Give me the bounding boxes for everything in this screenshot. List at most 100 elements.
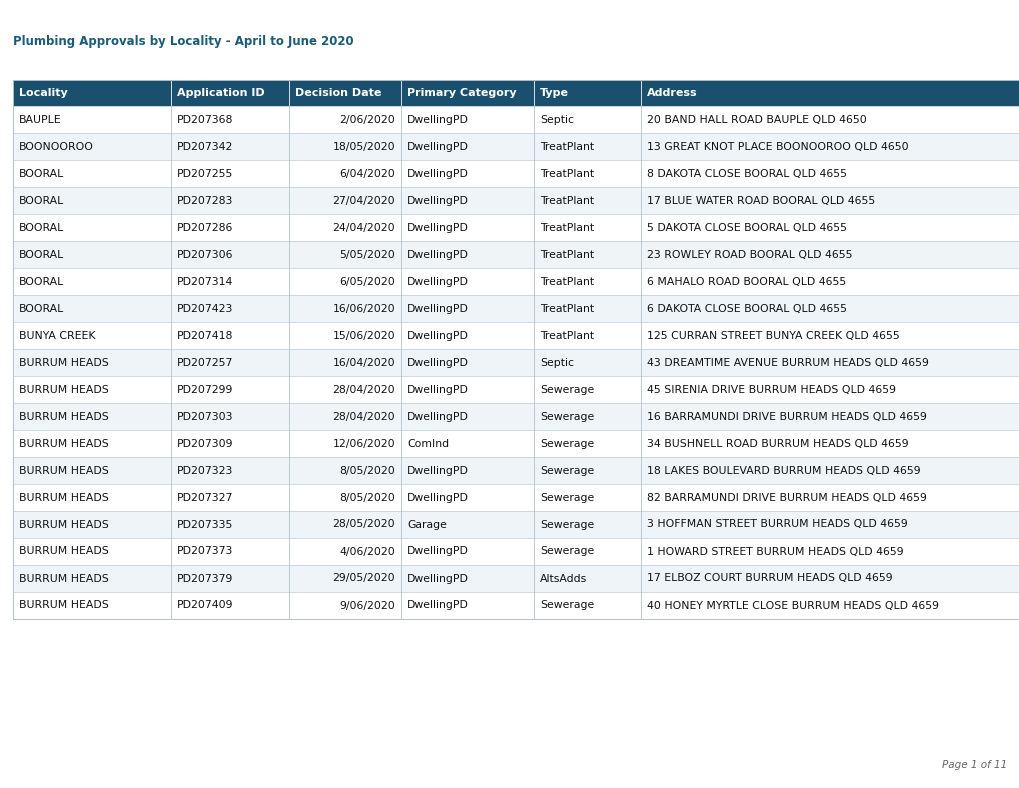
Text: DwellingPD: DwellingPD bbox=[407, 303, 469, 314]
Text: 6 DAKOTA CLOSE BOORAL QLD 4655: 6 DAKOTA CLOSE BOORAL QLD 4655 bbox=[646, 303, 846, 314]
Bar bbox=[13, 430, 1019, 457]
Text: 16 BARRAMUNDI DRIVE BURRUM HEADS QLD 4659: 16 BARRAMUNDI DRIVE BURRUM HEADS QLD 465… bbox=[646, 411, 926, 422]
Text: PD207306: PD207306 bbox=[177, 250, 233, 259]
Text: BURRUM HEADS: BURRUM HEADS bbox=[19, 358, 109, 367]
Text: BURRUM HEADS: BURRUM HEADS bbox=[19, 519, 109, 530]
Text: BURRUM HEADS: BURRUM HEADS bbox=[19, 492, 109, 503]
Text: 16/04/2020: 16/04/2020 bbox=[332, 358, 394, 367]
Text: TreatPlant: TreatPlant bbox=[539, 250, 593, 259]
Bar bbox=[13, 322, 1019, 349]
Bar bbox=[13, 403, 1019, 430]
Text: PD207342: PD207342 bbox=[177, 142, 233, 151]
Text: 15/06/2020: 15/06/2020 bbox=[332, 330, 394, 340]
Text: DwellingPD: DwellingPD bbox=[407, 142, 469, 151]
Text: 125 CURRAN STREET BUNYA CREEK QLD 4655: 125 CURRAN STREET BUNYA CREEK QLD 4655 bbox=[646, 330, 899, 340]
Text: Sewerage: Sewerage bbox=[539, 600, 594, 611]
Text: BURRUM HEADS: BURRUM HEADS bbox=[19, 600, 109, 611]
Bar bbox=[13, 187, 1019, 214]
Text: Septic: Septic bbox=[539, 114, 574, 125]
Text: DwellingPD: DwellingPD bbox=[407, 547, 469, 556]
Text: 24/04/2020: 24/04/2020 bbox=[332, 222, 394, 232]
Text: DwellingPD: DwellingPD bbox=[407, 492, 469, 503]
Bar bbox=[13, 349, 1019, 376]
Bar bbox=[13, 376, 1019, 403]
Bar bbox=[13, 484, 1019, 511]
Text: 4/06/2020: 4/06/2020 bbox=[339, 547, 394, 556]
Text: 40 HONEY MYRTLE CLOSE BURRUM HEADS QLD 4659: 40 HONEY MYRTLE CLOSE BURRUM HEADS QLD 4… bbox=[646, 600, 938, 611]
Bar bbox=[13, 268, 1019, 295]
Text: 16/06/2020: 16/06/2020 bbox=[332, 303, 394, 314]
Text: 28/05/2020: 28/05/2020 bbox=[332, 519, 394, 530]
Text: Decision Date: Decision Date bbox=[294, 88, 381, 98]
Text: BOONOOROO: BOONOOROO bbox=[19, 142, 94, 151]
Text: 43 DREAMTIME AVENUE BURRUM HEADS QLD 4659: 43 DREAMTIME AVENUE BURRUM HEADS QLD 465… bbox=[646, 358, 928, 367]
Text: BOORAL: BOORAL bbox=[19, 277, 64, 287]
Text: Page 1 of 11: Page 1 of 11 bbox=[941, 760, 1006, 770]
Text: 5/05/2020: 5/05/2020 bbox=[339, 250, 394, 259]
Text: DwellingPD: DwellingPD bbox=[407, 600, 469, 611]
Text: PD207286: PD207286 bbox=[177, 222, 233, 232]
Text: PD207368: PD207368 bbox=[177, 114, 233, 125]
Text: 28/04/2020: 28/04/2020 bbox=[332, 385, 394, 395]
Text: PD207373: PD207373 bbox=[177, 547, 233, 556]
Text: TreatPlant: TreatPlant bbox=[539, 222, 593, 232]
Text: BOORAL: BOORAL bbox=[19, 250, 64, 259]
Text: Sewerage: Sewerage bbox=[539, 466, 594, 475]
Text: Primary Category: Primary Category bbox=[407, 88, 516, 98]
Text: PD207323: PD207323 bbox=[177, 466, 233, 475]
Text: 8/05/2020: 8/05/2020 bbox=[339, 466, 394, 475]
Bar bbox=[13, 214, 1019, 241]
Text: Plumbing Approvals by Locality - April to June 2020: Plumbing Approvals by Locality - April t… bbox=[13, 35, 354, 48]
Text: 3 HOFFMAN STREET BURRUM HEADS QLD 4659: 3 HOFFMAN STREET BURRUM HEADS QLD 4659 bbox=[646, 519, 907, 530]
Text: 20 BAND HALL ROAD BAUPLE QLD 4650: 20 BAND HALL ROAD BAUPLE QLD 4650 bbox=[646, 114, 866, 125]
Text: 29/05/2020: 29/05/2020 bbox=[332, 574, 394, 583]
Text: 18 LAKES BOULEVARD BURRUM HEADS QLD 4659: 18 LAKES BOULEVARD BURRUM HEADS QLD 4659 bbox=[646, 466, 920, 475]
Text: Type: Type bbox=[539, 88, 569, 98]
Bar bbox=[13, 80, 1019, 106]
Bar bbox=[13, 295, 1019, 322]
Text: 6/05/2020: 6/05/2020 bbox=[339, 277, 394, 287]
Text: BAUPLE: BAUPLE bbox=[19, 114, 61, 125]
Text: PD207423: PD207423 bbox=[177, 303, 233, 314]
Text: Locality: Locality bbox=[19, 88, 67, 98]
Bar bbox=[13, 538, 1019, 565]
Text: 18/05/2020: 18/05/2020 bbox=[332, 142, 394, 151]
Text: 9/06/2020: 9/06/2020 bbox=[339, 600, 394, 611]
Text: TreatPlant: TreatPlant bbox=[539, 195, 593, 206]
Text: 28/04/2020: 28/04/2020 bbox=[332, 411, 394, 422]
Bar bbox=[13, 511, 1019, 538]
Text: 8/05/2020: 8/05/2020 bbox=[339, 492, 394, 503]
Text: DwellingPD: DwellingPD bbox=[407, 330, 469, 340]
Text: Garage: Garage bbox=[407, 519, 446, 530]
Text: 27/04/2020: 27/04/2020 bbox=[332, 195, 394, 206]
Text: DwellingPD: DwellingPD bbox=[407, 250, 469, 259]
Text: Sewerage: Sewerage bbox=[539, 492, 594, 503]
Text: PD207309: PD207309 bbox=[177, 438, 233, 448]
Text: DwellingPD: DwellingPD bbox=[407, 169, 469, 179]
Text: PD207314: PD207314 bbox=[177, 277, 233, 287]
Text: 13 GREAT KNOT PLACE BOONOOROO QLD 4650: 13 GREAT KNOT PLACE BOONOOROO QLD 4650 bbox=[646, 142, 908, 151]
Text: DwellingPD: DwellingPD bbox=[407, 222, 469, 232]
Text: Sewerage: Sewerage bbox=[539, 547, 594, 556]
Text: 6/04/2020: 6/04/2020 bbox=[339, 169, 394, 179]
Text: PD207327: PD207327 bbox=[177, 492, 233, 503]
Text: DwellingPD: DwellingPD bbox=[407, 114, 469, 125]
Text: 1 HOWARD STREET BURRUM HEADS QLD 4659: 1 HOWARD STREET BURRUM HEADS QLD 4659 bbox=[646, 547, 903, 556]
Text: TreatPlant: TreatPlant bbox=[539, 142, 593, 151]
Text: BOORAL: BOORAL bbox=[19, 169, 64, 179]
Text: PD207418: PD207418 bbox=[177, 330, 233, 340]
Text: DwellingPD: DwellingPD bbox=[407, 411, 469, 422]
Text: Application ID: Application ID bbox=[177, 88, 264, 98]
Text: Address: Address bbox=[646, 88, 697, 98]
Text: Sewerage: Sewerage bbox=[539, 385, 594, 395]
Text: 82 BARRAMUNDI DRIVE BURRUM HEADS QLD 4659: 82 BARRAMUNDI DRIVE BURRUM HEADS QLD 465… bbox=[646, 492, 926, 503]
Text: BOORAL: BOORAL bbox=[19, 222, 64, 232]
Text: DwellingPD: DwellingPD bbox=[407, 277, 469, 287]
Text: BURRUM HEADS: BURRUM HEADS bbox=[19, 574, 109, 583]
Text: PD207303: PD207303 bbox=[177, 411, 233, 422]
Text: DwellingPD: DwellingPD bbox=[407, 574, 469, 583]
Text: Sewerage: Sewerage bbox=[539, 411, 594, 422]
Text: DwellingPD: DwellingPD bbox=[407, 358, 469, 367]
Text: DwellingPD: DwellingPD bbox=[407, 466, 469, 475]
Bar bbox=[13, 565, 1019, 592]
